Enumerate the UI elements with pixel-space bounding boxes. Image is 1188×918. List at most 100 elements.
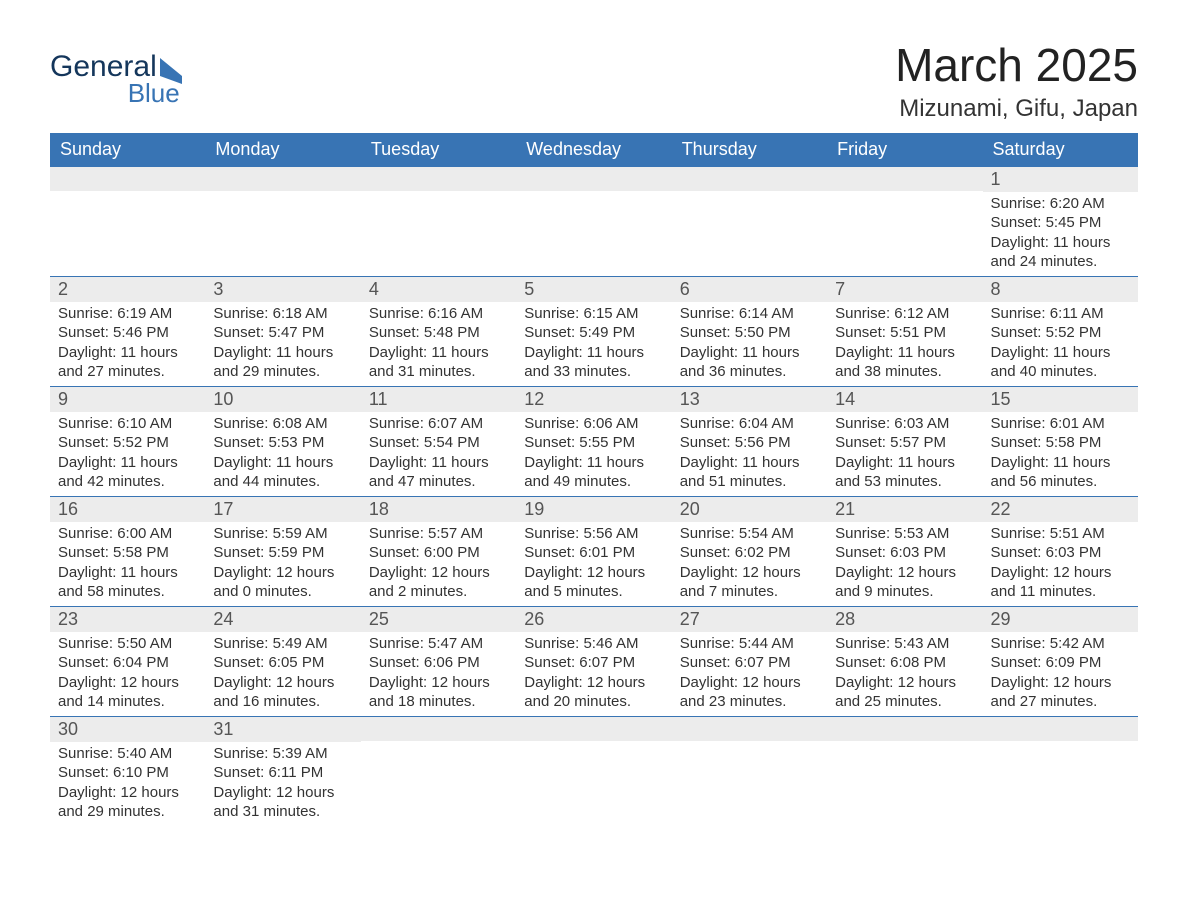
sunset-line: Sunset: 5:59 PM: [213, 543, 352, 563]
calendar-day-cell: 10Sunrise: 6:08 AMSunset: 5:53 PMDayligh…: [205, 386, 360, 496]
sunset-line: Sunset: 6:06 PM: [369, 653, 508, 673]
day-number: 25: [361, 607, 516, 632]
calendar-day-cell: 30Sunrise: 5:40 AMSunset: 6:10 PMDayligh…: [50, 716, 205, 826]
day-details: Sunrise: 5:42 AMSunset: 6:09 PMDaylight:…: [983, 632, 1138, 716]
sunrise-line: Sunrise: 5:40 AM: [58, 744, 197, 764]
sunset-line: Sunset: 5:55 PM: [524, 433, 663, 453]
daylight-line: Daylight: 12 hours and 5 minutes.: [524, 563, 663, 602]
day-number: 31: [205, 717, 360, 742]
calendar-day-cell: 20Sunrise: 5:54 AMSunset: 6:02 PMDayligh…: [672, 496, 827, 606]
empty-body: [827, 191, 982, 267]
sunset-line: Sunset: 6:08 PM: [835, 653, 974, 673]
empty-daynum: [827, 717, 982, 741]
sunrise-line: Sunrise: 5:39 AM: [213, 744, 352, 764]
daylight-line: Daylight: 11 hours and 24 minutes.: [991, 233, 1130, 272]
daylight-line: Daylight: 11 hours and 31 minutes.: [369, 343, 508, 382]
daylight-line: Daylight: 11 hours and 36 minutes.: [680, 343, 819, 382]
sunset-line: Sunset: 6:04 PM: [58, 653, 197, 673]
calendar-empty-cell: [672, 166, 827, 276]
calendar-day-cell: 24Sunrise: 5:49 AMSunset: 6:05 PMDayligh…: [205, 606, 360, 716]
calendar-day-cell: 31Sunrise: 5:39 AMSunset: 6:11 PMDayligh…: [205, 716, 360, 826]
day-details: Sunrise: 5:47 AMSunset: 6:06 PMDaylight:…: [361, 632, 516, 716]
day-details: Sunrise: 5:40 AMSunset: 6:10 PMDaylight:…: [50, 742, 205, 826]
calendar-empty-cell: [827, 166, 982, 276]
calendar-day-cell: 14Sunrise: 6:03 AMSunset: 5:57 PMDayligh…: [827, 386, 982, 496]
calendar-day-cell: 9Sunrise: 6:10 AMSunset: 5:52 PMDaylight…: [50, 386, 205, 496]
daylight-line: Daylight: 11 hours and 42 minutes.: [58, 453, 197, 492]
calendar-table: SundayMondayTuesdayWednesdayThursdayFrid…: [50, 133, 1138, 826]
daylight-line: Daylight: 11 hours and 27 minutes.: [58, 343, 197, 382]
day-details: Sunrise: 6:04 AMSunset: 5:56 PMDaylight:…: [672, 412, 827, 496]
day-number: 27: [672, 607, 827, 632]
calendar-day-cell: 11Sunrise: 6:07 AMSunset: 5:54 PMDayligh…: [361, 386, 516, 496]
calendar-day-cell: 5Sunrise: 6:15 AMSunset: 5:49 PMDaylight…: [516, 276, 671, 386]
weekday-header: Friday: [827, 133, 982, 167]
sunrise-line: Sunrise: 6:07 AM: [369, 414, 508, 434]
sunset-line: Sunset: 6:09 PM: [991, 653, 1130, 673]
empty-daynum: [827, 167, 982, 191]
day-details: Sunrise: 5:53 AMSunset: 6:03 PMDaylight:…: [827, 522, 982, 606]
daylight-line: Daylight: 12 hours and 25 minutes.: [835, 673, 974, 712]
day-number: 19: [516, 497, 671, 522]
day-details: Sunrise: 5:57 AMSunset: 6:00 PMDaylight:…: [361, 522, 516, 606]
empty-body: [672, 191, 827, 267]
sunrise-line: Sunrise: 6:08 AM: [213, 414, 352, 434]
day-number: 22: [983, 497, 1138, 522]
sunset-line: Sunset: 5:57 PM: [835, 433, 974, 453]
empty-body: [361, 191, 516, 267]
daylight-line: Daylight: 12 hours and 0 minutes.: [213, 563, 352, 602]
calendar-empty-cell: [983, 716, 1138, 826]
sunset-line: Sunset: 5:58 PM: [991, 433, 1130, 453]
sunset-line: Sunset: 6:05 PM: [213, 653, 352, 673]
sunset-line: Sunset: 5:58 PM: [58, 543, 197, 563]
day-details: Sunrise: 5:44 AMSunset: 6:07 PMDaylight:…: [672, 632, 827, 716]
daylight-line: Daylight: 12 hours and 14 minutes.: [58, 673, 197, 712]
sunrise-line: Sunrise: 5:43 AM: [835, 634, 974, 654]
day-number: 28: [827, 607, 982, 632]
calendar-day-cell: 22Sunrise: 5:51 AMSunset: 6:03 PMDayligh…: [983, 496, 1138, 606]
empty-daynum: [672, 167, 827, 191]
calendar-empty-cell: [516, 166, 671, 276]
day-number: 9: [50, 387, 205, 412]
calendar-day-cell: 29Sunrise: 5:42 AMSunset: 6:09 PMDayligh…: [983, 606, 1138, 716]
empty-daynum: [205, 167, 360, 191]
calendar-week-row: 1Sunrise: 6:20 AMSunset: 5:45 PMDaylight…: [50, 166, 1138, 276]
calendar-day-cell: 19Sunrise: 5:56 AMSunset: 6:01 PMDayligh…: [516, 496, 671, 606]
sunset-line: Sunset: 5:51 PM: [835, 323, 974, 343]
calendar-week-row: 9Sunrise: 6:10 AMSunset: 5:52 PMDaylight…: [50, 386, 1138, 496]
sunset-line: Sunset: 5:47 PM: [213, 323, 352, 343]
day-details: Sunrise: 5:49 AMSunset: 6:05 PMDaylight:…: [205, 632, 360, 716]
sunset-line: Sunset: 5:49 PM: [524, 323, 663, 343]
day-details: Sunrise: 6:10 AMSunset: 5:52 PMDaylight:…: [50, 412, 205, 496]
day-number: 4: [361, 277, 516, 302]
calendar-body: 1Sunrise: 6:20 AMSunset: 5:45 PMDaylight…: [50, 166, 1138, 826]
day-details: Sunrise: 6:20 AMSunset: 5:45 PMDaylight:…: [983, 192, 1138, 276]
location-subtitle: Mizunami, Gifu, Japan: [895, 95, 1138, 123]
daylight-line: Daylight: 12 hours and 29 minutes.: [58, 783, 197, 822]
daylight-line: Daylight: 11 hours and 33 minutes.: [524, 343, 663, 382]
day-number: 26: [516, 607, 671, 632]
weekday-header: Tuesday: [361, 133, 516, 167]
sunrise-line: Sunrise: 6:19 AM: [58, 304, 197, 324]
day-details: Sunrise: 6:16 AMSunset: 5:48 PMDaylight:…: [361, 302, 516, 386]
daylight-line: Daylight: 11 hours and 51 minutes.: [680, 453, 819, 492]
sunset-line: Sunset: 6:10 PM: [58, 763, 197, 783]
calendar-day-cell: 18Sunrise: 5:57 AMSunset: 6:00 PMDayligh…: [361, 496, 516, 606]
sunset-line: Sunset: 5:50 PM: [680, 323, 819, 343]
empty-body: [205, 191, 360, 267]
day-details: Sunrise: 6:00 AMSunset: 5:58 PMDaylight:…: [50, 522, 205, 606]
day-number: 7: [827, 277, 982, 302]
calendar-empty-cell: [672, 716, 827, 826]
daylight-line: Daylight: 12 hours and 9 minutes.: [835, 563, 974, 602]
day-details: Sunrise: 6:14 AMSunset: 5:50 PMDaylight:…: [672, 302, 827, 386]
sunrise-line: Sunrise: 5:59 AM: [213, 524, 352, 544]
empty-body: [50, 191, 205, 267]
sunrise-line: Sunrise: 5:54 AM: [680, 524, 819, 544]
day-number: 30: [50, 717, 205, 742]
sunset-line: Sunset: 6:01 PM: [524, 543, 663, 563]
daylight-line: Daylight: 12 hours and 2 minutes.: [369, 563, 508, 602]
calendar-day-cell: 21Sunrise: 5:53 AMSunset: 6:03 PMDayligh…: [827, 496, 982, 606]
calendar-day-cell: 28Sunrise: 5:43 AMSunset: 6:08 PMDayligh…: [827, 606, 982, 716]
day-number: 16: [50, 497, 205, 522]
calendar-day-cell: 27Sunrise: 5:44 AMSunset: 6:07 PMDayligh…: [672, 606, 827, 716]
